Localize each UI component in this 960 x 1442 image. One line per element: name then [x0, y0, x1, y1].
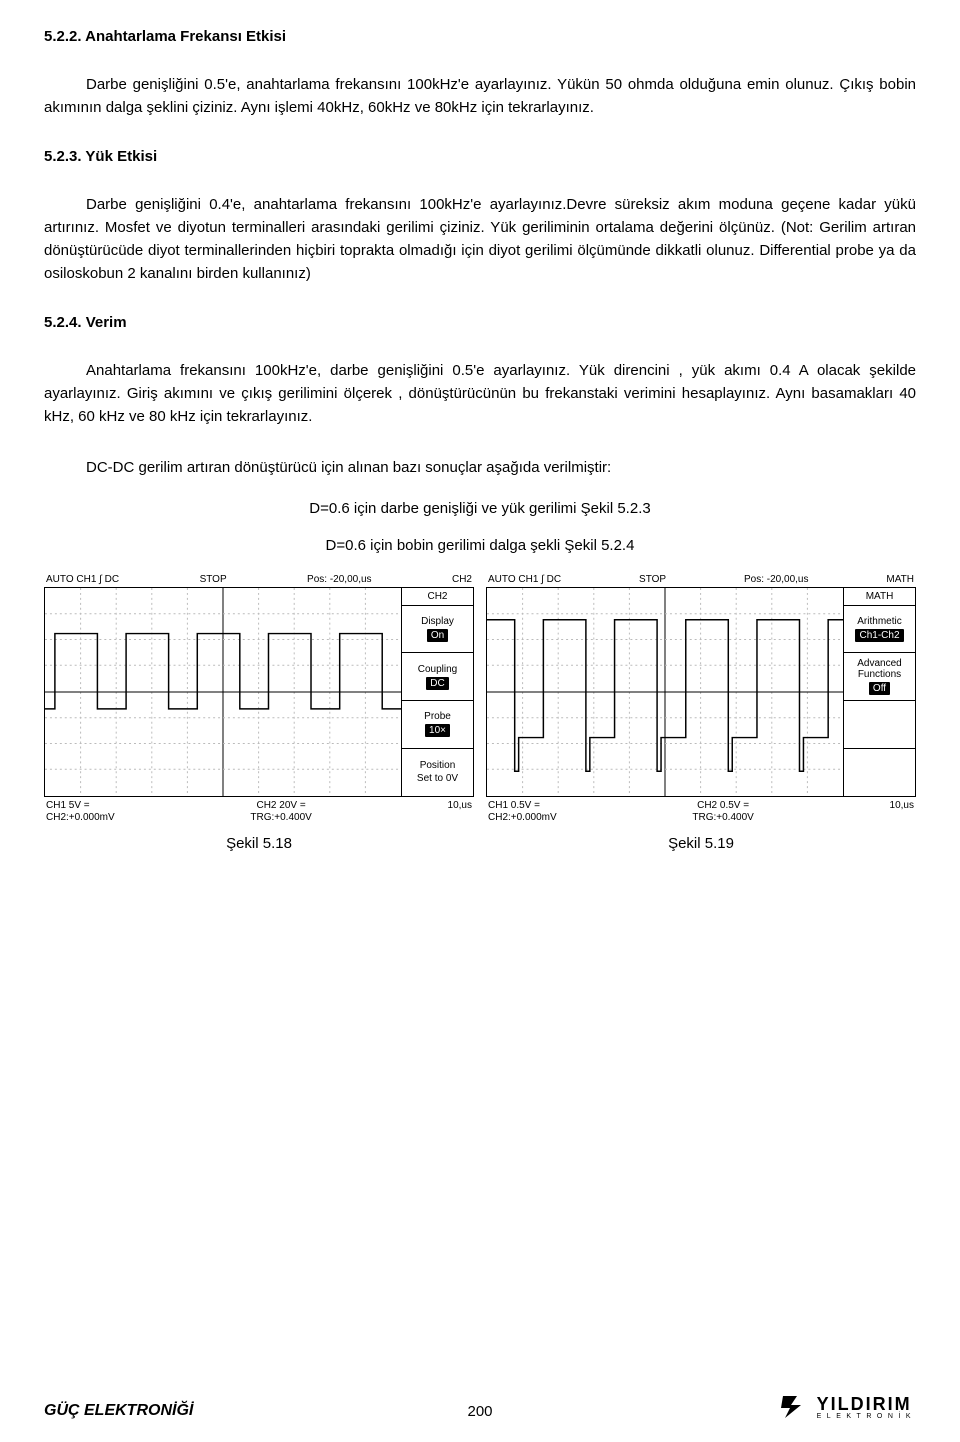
footer-logo: YILDIRIM ELEKTRONİK — [777, 1394, 916, 1420]
scope-right-header: AUTO CH1 ∫ DC STOP Pos: -20,00,us MATH — [486, 574, 916, 587]
scope-left-pos: Pos: -20,00,us — [307, 574, 371, 585]
scope-left-stop: STOP — [200, 574, 227, 585]
logo-main-text: YILDIRIM — [817, 1395, 916, 1413]
scope-left-footer: CH1 5V = CH2:+0.000mV CH2 20V = TRG:+0.4… — [44, 797, 474, 823]
scope-right-auto: AUTO CH1 ∫ DC — [488, 574, 561, 585]
page-number: 200 — [467, 1403, 492, 1420]
centered-caption-2: D=0.6 için bobin gerilimi dalga şekli Şe… — [44, 537, 916, 554]
scope-right-footer: CH1 0.5V = CH2:+0.000mV CH2 0.5V = TRG:+… — [486, 797, 916, 823]
scope-left-caption: Şekil 5.18 — [44, 835, 474, 852]
lightning-icon — [777, 1394, 811, 1420]
scope-right-screen — [487, 588, 843, 796]
menu-item-probe: Probe 10× — [402, 701, 473, 749]
scope-left-menu: CH2 Display On Coupling DC Probe 10× Pos… — [401, 588, 473, 796]
menu-item-position: Position Set to 0V — [402, 749, 473, 796]
scope-right-menu-title: MATH — [844, 588, 915, 606]
scope-left-header: AUTO CH1 ∫ DC STOP Pos: -20,00,us CH2 — [44, 574, 474, 587]
scope-left-screen — [45, 588, 401, 796]
scope-left-grid — [45, 588, 401, 796]
para-523: Darbe genişliğini 0.4'e, anahtarlama fre… — [44, 193, 916, 286]
menu-item-blank-2 — [844, 749, 915, 796]
scope-right-pos: Pos: -20,00,us — [744, 574, 808, 585]
menu-item-coupling: Coupling DC — [402, 653, 473, 701]
scope-left-auto: AUTO CH1 ∫ DC — [46, 574, 119, 585]
scope-right-stop: STOP — [639, 574, 666, 585]
scope-left-menu-title: CH2 — [402, 588, 473, 606]
menu-item-advanced: Advanced Functions Off — [844, 653, 915, 701]
para-524b: DC-DC gerilim artıran dönüştürücü için a… — [44, 456, 916, 479]
logo-sub-text: ELEKTRONİK — [817, 1413, 916, 1420]
scope-right-menu: MATH Arithmetic Ch1-Ch2 Advanced Functio… — [843, 588, 915, 796]
scope-left: AUTO CH1 ∫ DC STOP Pos: -20,00,us CH2 — [44, 574, 474, 852]
menu-item-display: Display On — [402, 606, 473, 654]
menu-item-blank-1 — [844, 701, 915, 749]
heading-524: 5.2.4. Verim — [44, 314, 916, 331]
page-footer: GÜÇ ELEKTRONİĞİ 200 YILDIRIM ELEKTRONİK — [44, 1394, 916, 1420]
scope-right-caption: Şekil 5.19 — [486, 835, 916, 852]
scope-right-ch: MATH — [886, 574, 914, 585]
para-522: Darbe genişliğini 0.5'e, anahtarlama fre… — [44, 73, 916, 120]
centered-caption-1: D=0.6 için darbe genişliği ve yük gerili… — [44, 500, 916, 517]
scope-left-ch: CH2 — [452, 574, 472, 585]
para-524: Anahtarlama frekansını 100kHz'e, darbe g… — [44, 359, 916, 429]
heading-523: 5.2.3. Yük Etkisi — [44, 148, 916, 165]
heading-522: 5.2.2. Anahtarlama Frekansı Etkisi — [44, 28, 916, 45]
menu-item-arithmetic: Arithmetic Ch1-Ch2 — [844, 606, 915, 654]
oscilloscope-row: AUTO CH1 ∫ DC STOP Pos: -20,00,us CH2 — [44, 574, 916, 852]
scope-right: AUTO CH1 ∫ DC STOP Pos: -20,00,us MATH — [486, 574, 916, 852]
footer-title: GÜÇ ELEKTRONİĞİ — [44, 1402, 193, 1420]
